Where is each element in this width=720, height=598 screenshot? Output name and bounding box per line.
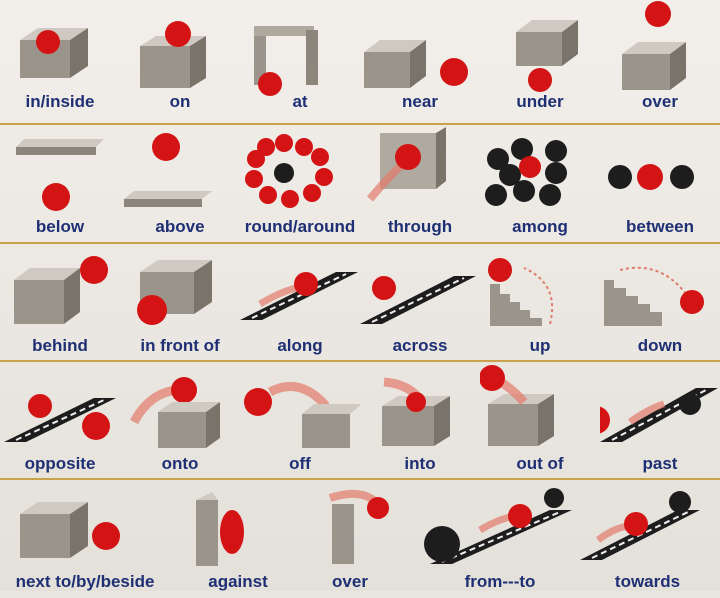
off-illustration (244, 381, 360, 448)
against-illustration (196, 492, 244, 566)
divider-1 (0, 123, 720, 125)
cell-on: on (120, 0, 240, 118)
across-illustration (360, 276, 476, 324)
label-at: at (292, 92, 308, 111)
row-5: next to/by/beside against over (0, 480, 720, 598)
between-illustration (608, 164, 694, 190)
label-in-front-of: in front of (140, 336, 220, 355)
over-illustration (622, 1, 686, 90)
label-against: against (208, 572, 268, 591)
label-through: through (387, 217, 453, 236)
divider-4 (0, 478, 720, 480)
label-over-2: over (332, 572, 368, 591)
row-3: behind in front of along (0, 244, 720, 362)
label-past: past (642, 454, 678, 473)
label-towards: towards (614, 572, 681, 591)
over-2-illustration (328, 489, 389, 564)
row-2: below above ro (0, 125, 720, 243)
cell-in-front-of: in front of (120, 244, 240, 362)
behind-illustration (14, 256, 108, 324)
label-next-to-by-beside: next to/by/beside (15, 572, 155, 591)
label-in-inside: in/inside (25, 92, 95, 111)
up-illustration (488, 258, 554, 326)
row-4: opposite onto off (0, 362, 720, 480)
cell-between: between (600, 125, 720, 243)
row-1: in/inside on at (0, 0, 720, 118)
cell-off: off (240, 362, 360, 480)
label-over: over (642, 92, 678, 111)
label-off: off (289, 454, 311, 473)
cell-into: into (360, 362, 480, 480)
under-illustration (516, 20, 578, 92)
past-illustration (600, 388, 718, 442)
among-illustration (485, 138, 567, 206)
cell-against: against (178, 480, 298, 598)
label-opposite: opposite (24, 454, 96, 473)
label-among: among (512, 217, 568, 236)
below-illustration (16, 139, 104, 211)
through-illustration (366, 127, 446, 202)
cell-round-around: round/around (240, 125, 360, 243)
cell-up: up (480, 244, 600, 362)
cell-out-of: out of (480, 362, 600, 480)
above-illustration (124, 133, 212, 207)
in-front-of-illustration (137, 260, 212, 325)
near-illustration (364, 40, 468, 88)
towards-illustration (580, 491, 700, 560)
cell-over: over (600, 0, 720, 118)
label-along: along (277, 336, 323, 355)
divider-3 (0, 360, 720, 362)
cell-across: across (360, 244, 480, 362)
label-down: down (637, 336, 683, 355)
cell-in-inside: in/inside (0, 0, 120, 118)
in-inside-illustration (20, 28, 88, 78)
label-from-to: from---to (464, 572, 536, 591)
label-between: between (625, 217, 695, 236)
label-across: across (392, 336, 448, 355)
cell-from-to: from---to (420, 480, 580, 598)
cell-behind: behind (0, 244, 120, 362)
down-illustration (604, 266, 704, 326)
cell-over-2: over (290, 480, 410, 598)
label-onto: onto (161, 454, 199, 473)
divider-2 (0, 242, 720, 244)
onto-illustration (130, 377, 220, 448)
label-under: under (516, 92, 564, 111)
label-above: above (155, 217, 205, 236)
cell-past: past (600, 362, 720, 480)
label-up: up (529, 336, 551, 355)
cell-among: among (480, 125, 600, 243)
label-round-around: round/around (244, 217, 356, 236)
along-illustration (240, 272, 358, 320)
cell-next-to-by-beside: next to/by/beside (0, 480, 170, 598)
cell-towards: towards (580, 480, 715, 598)
label-out-of: out of (516, 454, 564, 473)
cell-opposite: opposite (0, 362, 120, 480)
next-to-illustration (20, 502, 120, 558)
cell-along: along (240, 244, 360, 362)
label-near: near (402, 92, 438, 111)
cell-under: under (480, 0, 600, 118)
out-of-illustration (480, 365, 554, 446)
cell-near: near (360, 0, 480, 118)
from-to-illustration (424, 488, 572, 564)
label-into: into (404, 454, 436, 473)
cell-at: at (240, 0, 360, 118)
on-illustration (140, 21, 206, 88)
at-illustration (254, 26, 318, 96)
cell-down: down (600, 244, 720, 362)
label-on: on (169, 92, 191, 111)
label-behind: behind (32, 336, 88, 355)
into-illustration (382, 377, 450, 446)
label-below: below (35, 217, 85, 236)
round-around-illustration (245, 134, 333, 208)
opposite-illustration (4, 394, 116, 442)
cell-above: above (120, 125, 240, 243)
cell-through: through (360, 125, 480, 243)
cell-below: below (0, 125, 120, 243)
cell-onto: onto (120, 362, 240, 480)
